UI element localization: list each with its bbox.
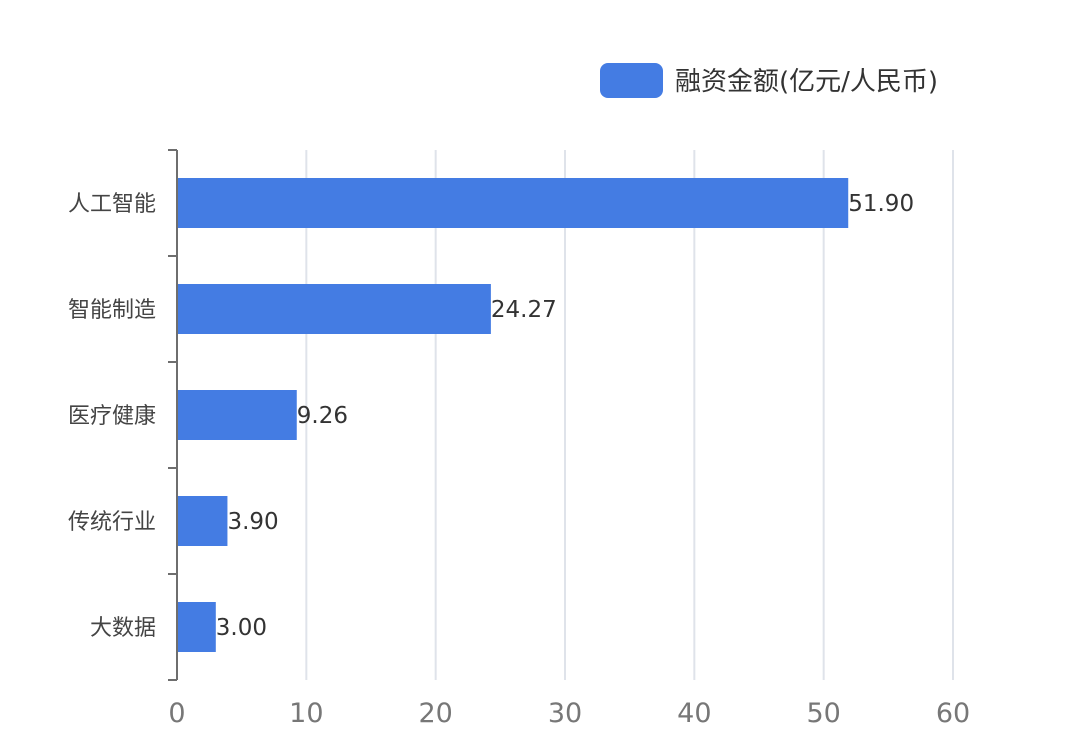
x-tick-label-3: 30 bbox=[548, 698, 582, 729]
category-label-0: 人工智能 bbox=[68, 192, 156, 217]
bar-0 bbox=[177, 178, 849, 228]
category-label-3: 传统行业 bbox=[68, 510, 156, 535]
value-label-1: 24.27 bbox=[491, 297, 557, 323]
x-tick-label-1: 10 bbox=[289, 698, 323, 729]
x-tick-label-0: 0 bbox=[168, 698, 185, 729]
legend: 融资金额(亿元/人民币) bbox=[600, 63, 938, 98]
x-tick-label-5: 50 bbox=[806, 698, 840, 729]
legend-swatch bbox=[600, 63, 663, 98]
legend-label: 融资金额(亿元/人民币) bbox=[675, 67, 938, 97]
bar-4 bbox=[177, 602, 216, 652]
bar-2 bbox=[177, 390, 297, 440]
bar-1 bbox=[177, 284, 491, 334]
grid-lines bbox=[305, 150, 954, 680]
bar-3 bbox=[177, 496, 228, 546]
value-label-0: 51.90 bbox=[848, 191, 914, 217]
value-label-2: 9.26 bbox=[297, 403, 348, 429]
x-tick-label-4: 40 bbox=[677, 698, 711, 729]
category-label-2: 医疗健康 bbox=[68, 404, 156, 429]
category-label-4: 大数据 bbox=[90, 616, 156, 641]
x-tick-label-6: 60 bbox=[936, 698, 970, 729]
axes bbox=[168, 149, 178, 681]
value-label-4: 3.00 bbox=[216, 615, 267, 641]
value-label-3: 3.90 bbox=[227, 509, 278, 535]
x-tick-label-2: 20 bbox=[418, 698, 452, 729]
labels: 51.90 人工智能 24.27 智能制造 9.26 医疗健康 3.90 传统行业 3.00 大数… bbox=[68, 191, 970, 729]
category-label-1: 智能制造 bbox=[68, 298, 156, 323]
bars bbox=[177, 178, 849, 652]
